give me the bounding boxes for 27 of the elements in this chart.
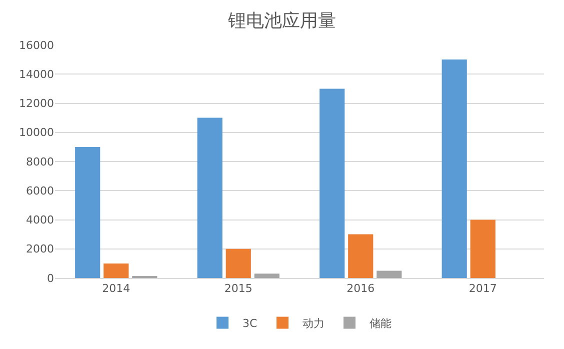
x-tick-label: 2016 xyxy=(346,282,375,296)
y-tick-label: 10000 xyxy=(19,126,54,140)
chart-title: 锂电池应用量 xyxy=(227,10,336,32)
y-tick-label: 16000 xyxy=(19,38,54,52)
bar xyxy=(75,146,100,278)
x-tick-label: 2014 xyxy=(102,282,130,296)
bar xyxy=(197,118,222,278)
legend-label: 3C xyxy=(242,317,258,330)
y-tick-label: 6000 xyxy=(26,184,54,198)
bar xyxy=(348,234,374,278)
bar xyxy=(320,88,345,278)
x-tick-label: 2017 xyxy=(468,282,497,296)
bar xyxy=(254,274,280,278)
bar xyxy=(226,248,251,278)
y-tick-label: 12000 xyxy=(19,97,54,110)
legend-label: 动力 xyxy=(302,317,324,330)
y-tick-label: 0 xyxy=(47,272,54,285)
legend-label: 储能 xyxy=(370,317,392,330)
y-tick-label: 4000 xyxy=(26,214,54,227)
y-tick-label: 2000 xyxy=(26,242,54,256)
bar xyxy=(470,220,496,278)
bar xyxy=(442,60,467,278)
y-tick-label: 8000 xyxy=(26,155,54,168)
bar xyxy=(376,270,402,278)
bar xyxy=(104,263,129,278)
x-tick-label: 2015 xyxy=(224,282,252,296)
y-tick-label: 14000 xyxy=(19,68,54,81)
